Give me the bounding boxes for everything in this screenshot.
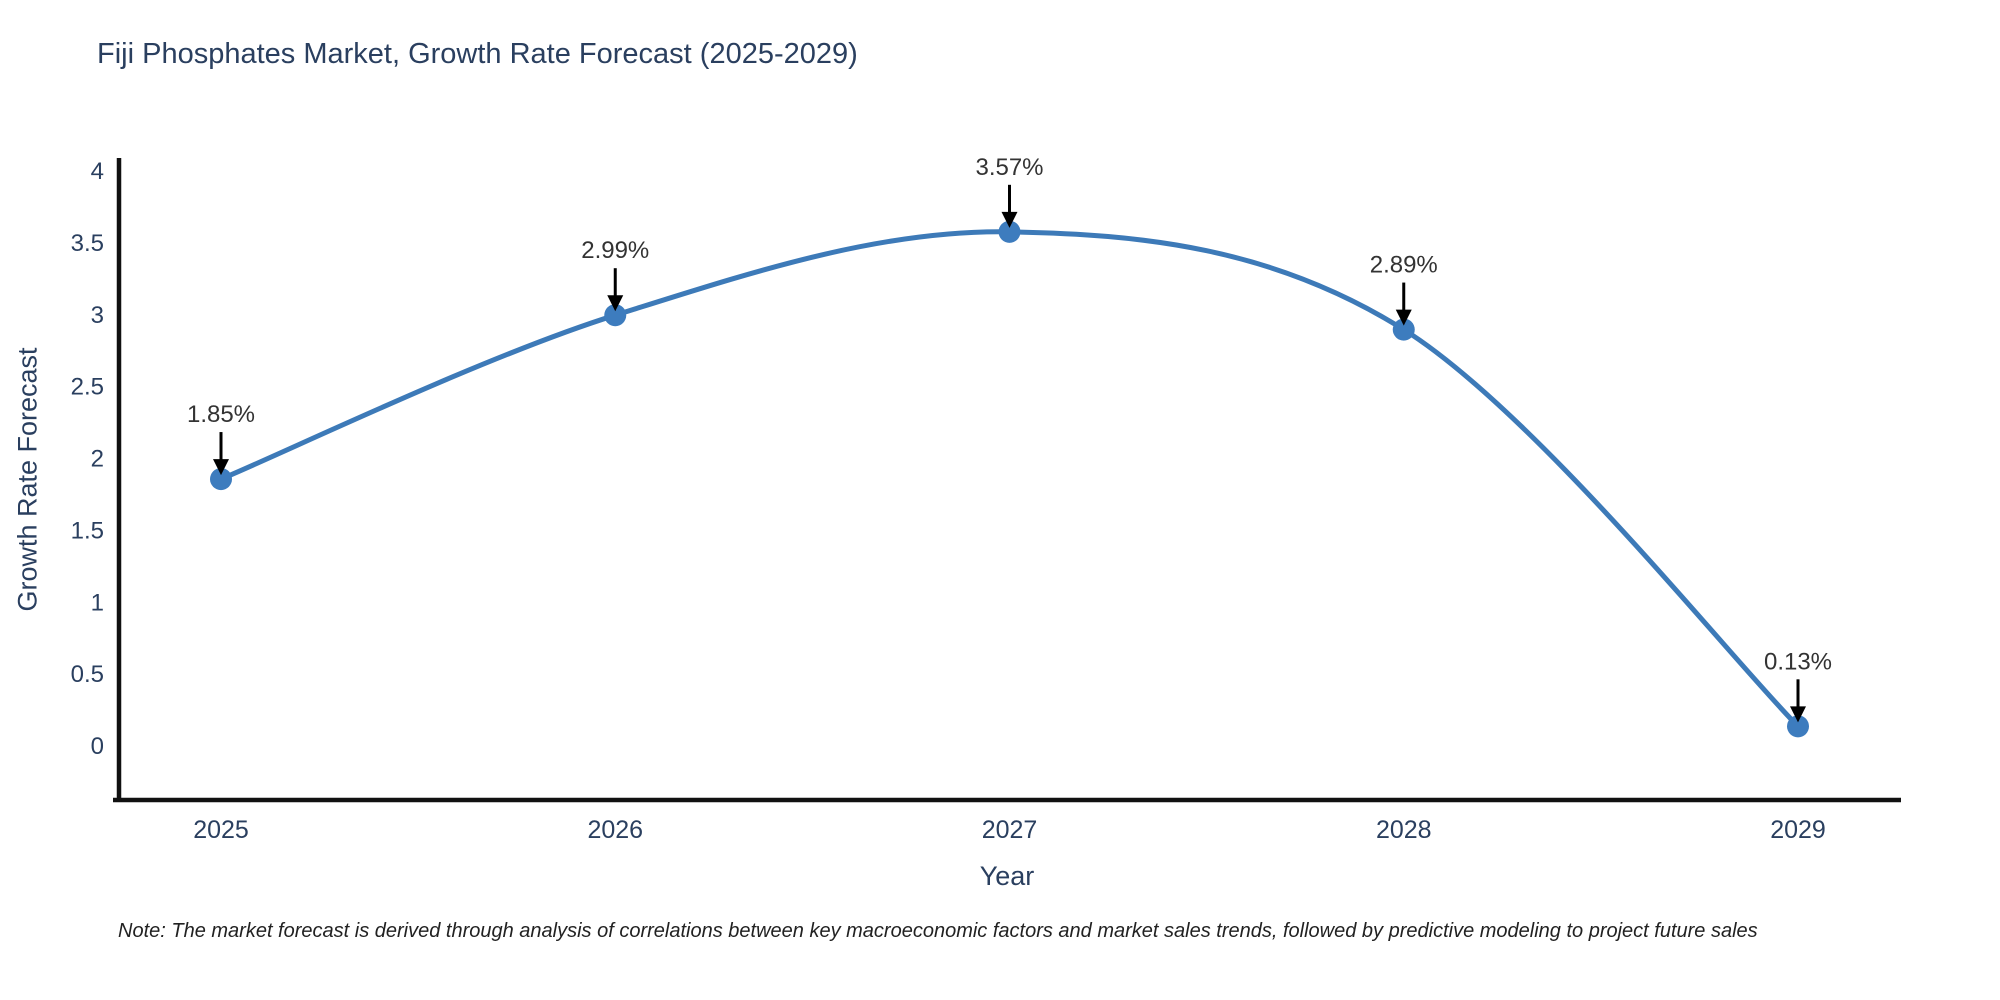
- y-tick-label: 3: [91, 302, 104, 329]
- x-tick-label: 2029: [1770, 816, 1826, 844]
- annotation-arrow-head: [607, 295, 624, 312]
- x-tick-label: 2028: [1376, 816, 1432, 844]
- y-axis-title: Growth Rate Forecast: [12, 347, 43, 612]
- x-axis-title: Year: [979, 861, 1035, 891]
- data-point-label: 0.13%: [1764, 648, 1832, 675]
- y-tick-label: 0: [91, 733, 104, 760]
- annotation-arrow-head: [1790, 706, 1806, 723]
- x-tick-label: 2026: [587, 816, 643, 844]
- annotation-arrow-head: [1001, 211, 1018, 228]
- data-point-marker: [1787, 715, 1809, 738]
- y-tick-label: 4: [91, 158, 104, 185]
- data-point-marker: [210, 468, 232, 491]
- y-tick-label: 2.5: [71, 374, 104, 401]
- y-tick-label: 3.5: [71, 230, 104, 257]
- data-point-label: 3.57%: [975, 154, 1043, 181]
- data-point-label: 2.99%: [581, 237, 649, 264]
- data-point-marker: [604, 304, 627, 327]
- footnote: Note: The market forecast is derived thr…: [118, 920, 1758, 942]
- y-tick-label: 1: [91, 589, 104, 616]
- forecast-line: [218, 229, 1801, 729]
- y-tick-label: 2: [91, 446, 104, 473]
- y-tick-label: 1.5: [71, 517, 104, 544]
- annotation-arrow-head: [1395, 309, 1412, 326]
- data-point-label: 1.85%: [187, 401, 255, 428]
- data-point-marker: [998, 220, 1021, 243]
- x-tick-label: 2025: [193, 816, 249, 844]
- x-tick-label: 2027: [982, 816, 1038, 844]
- y-tick-label: 0.5: [71, 661, 104, 688]
- data-point-marker: [1392, 318, 1415, 341]
- chart-title: Fiji Phosphates Market, Growth Rate Fore…: [97, 38, 858, 70]
- data-point-label: 2.89%: [1370, 252, 1438, 279]
- annotation-arrow-head: [213, 459, 229, 476]
